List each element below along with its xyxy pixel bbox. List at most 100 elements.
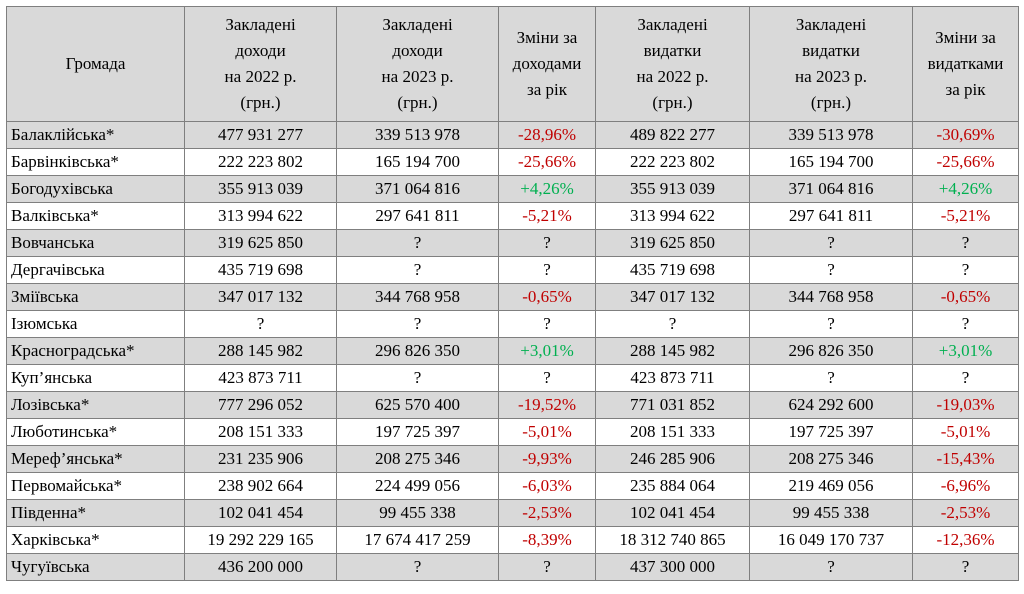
income-2023: ? xyxy=(336,364,499,392)
income-change: -19,52% xyxy=(498,391,596,419)
header-line: Закладені xyxy=(795,15,867,34)
table-row: Куп’янська 423 873 711?? 423 873 711?? xyxy=(6,364,1019,392)
expense-2023: ? xyxy=(749,310,913,338)
expense-change: -25,66% xyxy=(912,148,1019,176)
expense-2023: 99 455 338 xyxy=(749,499,913,527)
table-row: Балаклійська* 477 931 277 339 513 978 -28,9… xyxy=(6,121,1019,149)
table-row: Чугуївська 436 200 000?? 437 300 000?? xyxy=(6,553,1019,581)
community-name: Харківська* xyxy=(6,526,185,554)
expense-2022: 18 312 740 865 xyxy=(595,526,750,554)
income-2022: 319 625 850 xyxy=(184,229,337,257)
expense-2022: 102 041 454 xyxy=(595,499,750,527)
expense-2022: 313 994 622 xyxy=(595,202,750,230)
income-2023: 165 194 700 xyxy=(336,148,499,176)
income-2022: 423 873 711 xyxy=(184,364,337,392)
community-name: Красноградська* xyxy=(6,337,185,365)
header-line: Громада xyxy=(65,54,126,73)
income-2022: 19 292 229 165 xyxy=(184,526,337,554)
expense-2022: ? xyxy=(595,310,750,338)
income-change: -25,66% xyxy=(498,148,596,176)
community-name: Зміївська xyxy=(6,283,185,311)
expense-change: -15,43% xyxy=(912,445,1019,473)
expense-2022: 355 913 039 xyxy=(595,175,750,203)
expense-change: -0,65% xyxy=(912,283,1019,311)
community-name: Південна* xyxy=(6,499,185,527)
table-row: Богодухівська 355 913 039 371 064 816 +4,26… xyxy=(6,175,1019,203)
header-line: на 2022 р. xyxy=(224,67,297,86)
income-2022: 436 200 000 xyxy=(184,553,337,581)
header-line: доходами xyxy=(512,54,582,73)
header-line: Закладені xyxy=(382,15,453,34)
table-row: Харківська* 19 292 229 165 17 674 417 259-… xyxy=(6,526,1019,554)
expense-change: +4,26% xyxy=(912,175,1019,203)
community-name: Первомайська* xyxy=(6,472,185,500)
table-header: Громада Закладені доходи на 2022 р. (грн.) За… xyxy=(6,6,1019,122)
income-2023: 339 513 978 xyxy=(336,121,499,149)
header-line: на 2023 р. xyxy=(381,67,454,86)
header-line: видатки xyxy=(802,41,860,60)
header-expense-2023: Закладені видатки на 2023 р. (грн.) xyxy=(749,6,913,122)
table-row: Лозівська* 777 296 052 625 570 400 -19,52% 7… xyxy=(6,391,1019,419)
header-expense-change: Зміни за видатками за рік xyxy=(912,6,1019,122)
community-name: Лозівська* xyxy=(6,391,185,419)
expense-2023: 624 292 600 xyxy=(749,391,913,419)
header-line: Закладені xyxy=(225,15,296,34)
expense-2022: 435 719 698 xyxy=(595,256,750,284)
income-2022: 222 223 802 xyxy=(184,148,337,176)
header-line: видатки xyxy=(643,41,702,60)
table-row: Мереф’янська* 231 235 906 208 275 346 -9,93… xyxy=(6,445,1019,473)
community-name: Валківська* xyxy=(6,202,185,230)
expense-change: -2,53% xyxy=(912,499,1019,527)
expense-change: ? xyxy=(912,364,1019,392)
expense-change: ? xyxy=(912,310,1019,338)
income-2022: 435 719 698 xyxy=(184,256,337,284)
expense-2022: 319 625 850 xyxy=(595,229,750,257)
expense-2022: 208 151 333 xyxy=(595,418,750,446)
community-name: Барвінківська* xyxy=(6,148,185,176)
income-2022: 231 235 906 xyxy=(184,445,337,473)
header-income-2022: Закладені доходи на 2022 р. (грн.) xyxy=(184,6,337,122)
expense-change: ? xyxy=(912,229,1019,257)
income-2023: 625 570 400 xyxy=(336,391,499,419)
header-line: (грн.) xyxy=(652,93,693,112)
expense-2023: 16 049 170 737 xyxy=(749,526,913,554)
income-2022: ? xyxy=(184,310,337,338)
income-2023: 371 064 816 xyxy=(336,175,499,203)
expense-2022: 222 223 802 xyxy=(595,148,750,176)
header-line: за рік xyxy=(945,80,986,99)
expense-change: -5,21% xyxy=(912,202,1019,230)
expense-2022: 437 300 000 xyxy=(595,553,750,581)
expense-change: -6,96% xyxy=(912,472,1019,500)
income-2023: ? xyxy=(336,256,499,284)
community-name: Вовчанська xyxy=(6,229,185,257)
community-name: Ізюмська xyxy=(6,310,185,338)
expense-2023: 219 469 056 xyxy=(749,472,913,500)
expense-2023: ? xyxy=(749,364,913,392)
income-2022: 313 994 622 xyxy=(184,202,337,230)
header-line: доходи xyxy=(392,41,443,60)
expense-2023: 208 275 346 xyxy=(749,445,913,473)
expense-2023: 371 064 816 xyxy=(749,175,913,203)
table-row: Валківська* 313 994 622 297 641 811 -5,21% 3… xyxy=(6,202,1019,230)
community-name: Люботинська* xyxy=(6,418,185,446)
expense-2022: 347 017 132 xyxy=(595,283,750,311)
expense-2022: 423 873 711 xyxy=(595,364,750,392)
income-change: ? xyxy=(498,310,596,338)
income-2022: 208 151 333 xyxy=(184,418,337,446)
expense-2023: 339 513 978 xyxy=(749,121,913,149)
header-line: за рік xyxy=(527,80,567,99)
income-change: +4,26% xyxy=(498,175,596,203)
table-body: Балаклійська* 477 931 277 339 513 978 -28,9… xyxy=(6,121,1019,581)
table-row: Люботинська* 208 151 333 197 725 397 -5,01%… xyxy=(6,418,1019,446)
income-2023: 296 826 350 xyxy=(336,337,499,365)
expense-change: -12,36% xyxy=(912,526,1019,554)
expense-change: -19,03% xyxy=(912,391,1019,419)
header-income-2023: Закладені доходи на 2023 р. (грн.) xyxy=(336,6,499,122)
community-name: Чугуївська xyxy=(6,553,185,581)
income-2023: 99 455 338 xyxy=(336,499,499,527)
expense-2023: 197 725 397 xyxy=(749,418,913,446)
income-change: ? xyxy=(498,229,596,257)
expense-2023: 297 641 811 xyxy=(749,202,913,230)
table-row: Барвінківська* 222 223 802 165 194 700 -25,… xyxy=(6,148,1019,176)
